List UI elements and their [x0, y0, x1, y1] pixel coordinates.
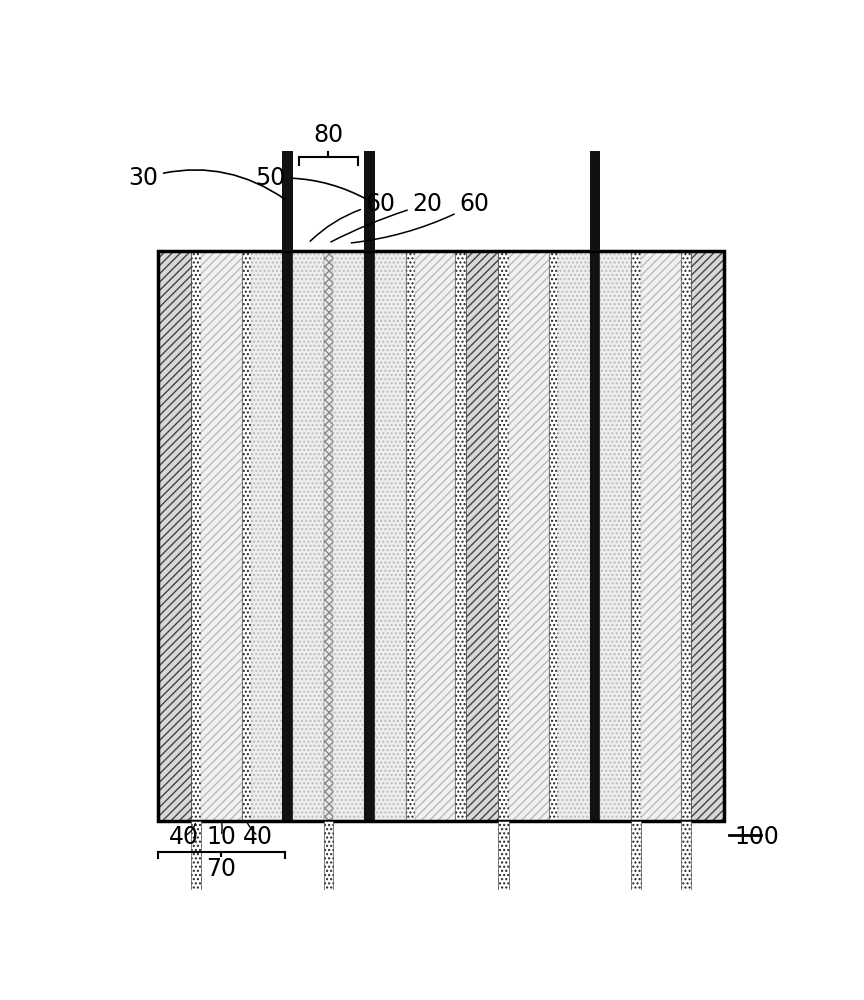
Bar [466, 251, 499, 821]
Text: 50: 50 [256, 166, 367, 200]
Text: 30: 30 [128, 166, 285, 199]
Text: 80: 80 [314, 123, 343, 147]
Bar [158, 251, 724, 821]
Bar [499, 821, 509, 890]
Bar [499, 251, 509, 821]
Bar [201, 251, 242, 821]
Bar [333, 251, 365, 821]
Text: 60: 60 [352, 192, 490, 243]
Bar [632, 821, 640, 890]
Bar [632, 251, 640, 821]
Text: 40: 40 [169, 825, 200, 849]
Bar [455, 251, 466, 821]
Bar [681, 821, 691, 890]
Bar [415, 251, 455, 821]
Text: 60: 60 [310, 192, 396, 241]
Text: 20: 20 [331, 192, 442, 242]
Bar [691, 251, 724, 821]
Text: 70: 70 [206, 857, 236, 881]
Bar [242, 251, 251, 821]
Bar [191, 251, 201, 821]
Bar [191, 821, 201, 890]
Text: 10: 10 [206, 825, 236, 849]
Bar [324, 821, 333, 890]
Bar [365, 251, 375, 821]
Bar [590, 251, 600, 821]
Bar [640, 251, 681, 821]
Bar [590, 151, 600, 251]
Bar [282, 151, 293, 251]
Bar [509, 251, 550, 821]
Bar [251, 251, 282, 821]
Bar [365, 151, 375, 251]
Bar [375, 251, 406, 821]
Text: 40: 40 [243, 825, 273, 849]
Bar [158, 251, 191, 821]
Text: 100: 100 [734, 825, 779, 849]
Bar [293, 251, 324, 821]
Bar [324, 251, 333, 821]
Bar [406, 251, 415, 821]
Bar [600, 251, 632, 821]
Bar [550, 251, 558, 821]
Bar [282, 251, 293, 821]
Bar [681, 251, 691, 821]
Bar [558, 251, 590, 821]
